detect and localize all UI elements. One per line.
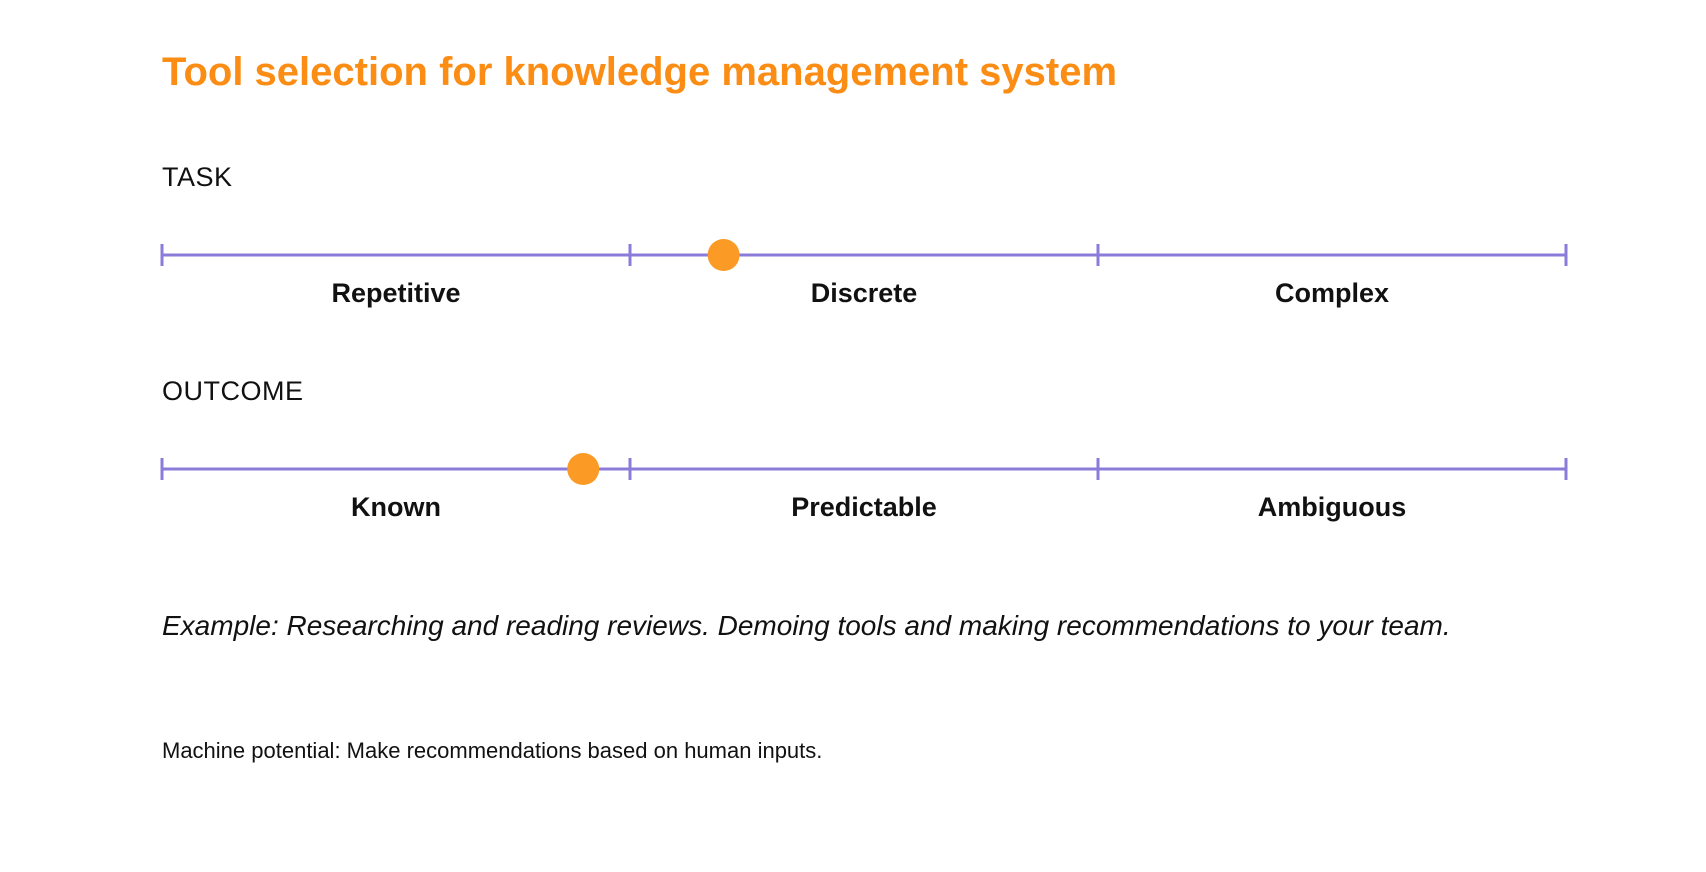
task-position-marker xyxy=(708,239,740,271)
outcome-section-label: OUTCOME xyxy=(162,376,304,407)
outcome-scale-graphic xyxy=(155,426,1575,486)
task-category-complex: Complex xyxy=(1098,278,1566,309)
outcome-category-known: Known xyxy=(162,492,630,523)
page-title: Tool selection for knowledge management … xyxy=(162,50,1117,95)
machine-potential-text: Machine potential: Make recommendations … xyxy=(162,738,822,764)
task-scale: Repetitive Discrete Complex xyxy=(155,212,1575,332)
outcome-scale-labels: Known Predictable Ambiguous xyxy=(162,492,1566,523)
outcome-position-marker xyxy=(567,453,599,485)
outcome-category-ambiguous: Ambiguous xyxy=(1098,492,1566,523)
task-category-repetitive: Repetitive xyxy=(162,278,630,309)
outcome-category-predictable: Predictable xyxy=(630,492,1098,523)
task-scale-graphic xyxy=(155,212,1575,272)
example-text: Example: Researching and reading reviews… xyxy=(162,610,1451,642)
task-section-label: TASK xyxy=(162,162,233,193)
outcome-scale: Known Predictable Ambiguous xyxy=(155,426,1575,546)
task-category-discrete: Discrete xyxy=(630,278,1098,309)
task-scale-labels: Repetitive Discrete Complex xyxy=(162,278,1566,309)
